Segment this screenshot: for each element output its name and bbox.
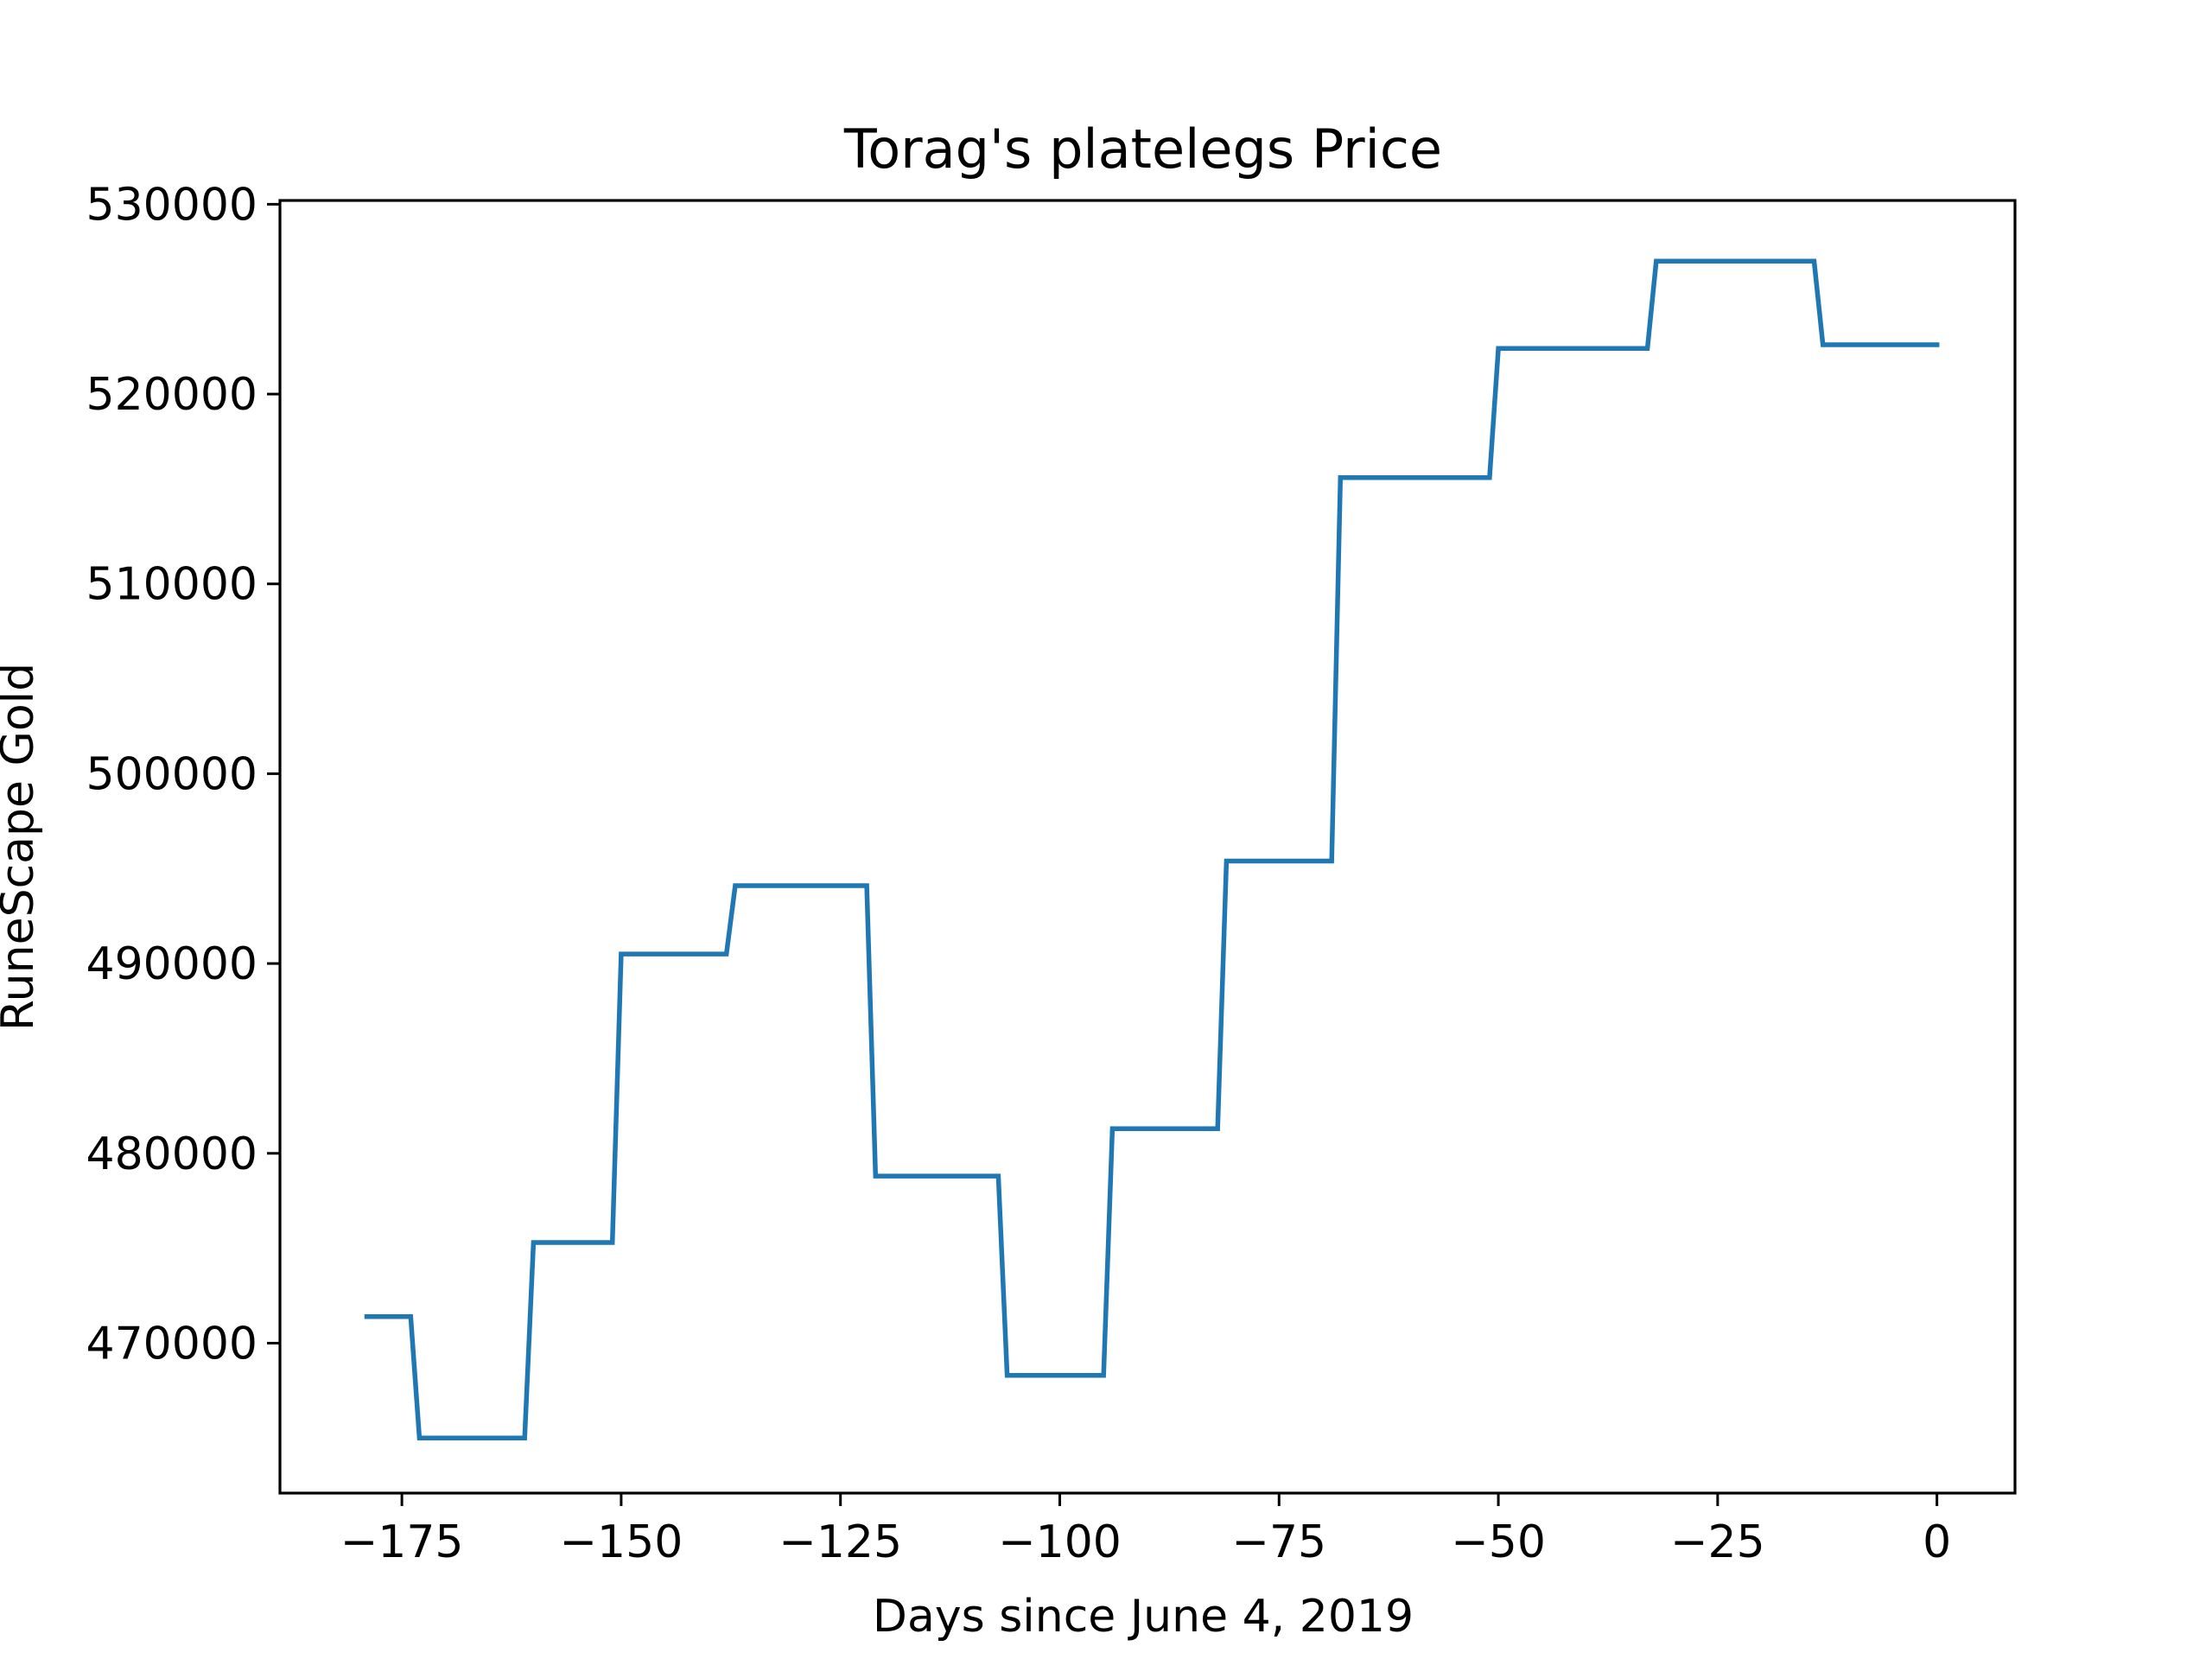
x-tick-label: −100 — [998, 1516, 1122, 1568]
x-tick-label: −150 — [559, 1516, 683, 1568]
x-tick-label: −125 — [779, 1516, 902, 1568]
y-tick-label: 520000 — [86, 369, 257, 421]
x-tick-label: −25 — [1670, 1516, 1765, 1568]
y-tick-label: 490000 — [86, 938, 257, 990]
x-axis-label: Days since June 4, 2019 — [873, 1591, 1414, 1643]
x-tick-label: −75 — [1231, 1516, 1326, 1568]
y-axis-label: RuneScape Gold — [0, 663, 44, 1031]
y-axis: 470000 480000 490000 500000 510000 520000 5300… — [86, 179, 280, 1370]
x-axis: −175 −150 −125 −100 −75 −50 −25 0 — [340, 1493, 1951, 1568]
y-tick-label: 510000 — [86, 559, 257, 611]
y-tick-label: 530000 — [86, 179, 257, 231]
x-tick-label: 0 — [1923, 1516, 1951, 1568]
x-tick-label: −50 — [1451, 1516, 1546, 1568]
y-tick-label: 500000 — [86, 748, 257, 800]
series-layer — [364, 258, 1940, 1441]
chart-title: Torag's platelegs Price — [843, 118, 1442, 181]
x-tick-label: −175 — [340, 1516, 464, 1568]
axes-frame — [278, 199, 2017, 1495]
series-line-1 — [364, 258, 1940, 1441]
y-tick-label: 470000 — [86, 1318, 257, 1370]
y-tick-label: 480000 — [86, 1128, 257, 1180]
